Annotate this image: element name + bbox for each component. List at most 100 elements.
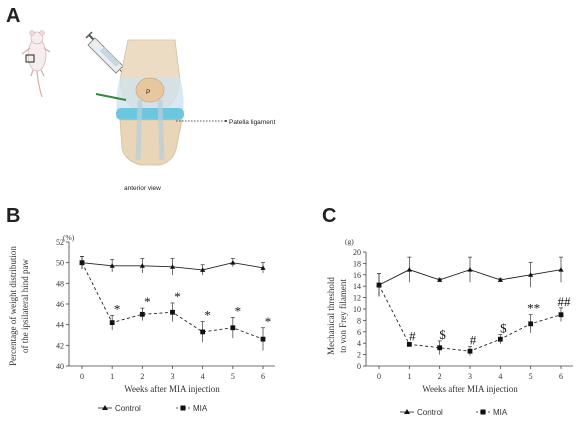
patella-label: P: [146, 89, 150, 96]
mouse-icon: [21, 30, 51, 98]
chart-c-unit: (g): [345, 237, 354, 246]
chart-c-mia-point: [497, 336, 503, 342]
chart-c-y-tick-label: 6: [357, 328, 361, 337]
chart-b-ylabel-line1: Percentage of weight distribution: [8, 246, 18, 366]
chart-b-significance-mark: *: [265, 314, 272, 329]
knee-illustration: P: [95, 39, 184, 166]
view-label: anterior view: [124, 185, 161, 192]
chart-b-y-tick-label: 40: [56, 362, 64, 371]
chart-b-control-point: [260, 265, 266, 270]
panel-letter-c: C: [322, 205, 336, 227]
chart-b-control-point: [169, 264, 176, 269]
chart-b-mia-point: [170, 309, 175, 315]
chart-b-significance-mark: *: [235, 303, 242, 318]
chart-b-legend-control: Control: [115, 404, 141, 413]
chart-c-legend-mia: MIA: [493, 408, 508, 417]
chart-b-control-point: [200, 267, 206, 272]
chart-c-mia-point: [437, 345, 443, 351]
chart-b-y-tick-label: 50: [56, 259, 64, 268]
chart-c-significance-mark: #: [409, 329, 416, 344]
chart-b-y-tick-label: 46: [56, 300, 64, 309]
chart-b-mia-point: [79, 260, 85, 266]
chart-b-mia-point: [200, 329, 206, 335]
chart-b-y-tick-label: 48: [56, 279, 64, 288]
chart-b-significance-mark: *: [114, 301, 121, 316]
chart-c-control-point: [558, 267, 564, 272]
chart-b-unit: (%): [63, 233, 75, 242]
chart-b-control-point: [109, 263, 115, 268]
panel-letter-a: A: [6, 5, 20, 27]
chart-c-control-point: [437, 277, 443, 282]
chart-c-x-tick-label: 2: [438, 372, 442, 381]
chart-b-legend-square: [180, 405, 186, 411]
chart-b-mia-point: [109, 320, 115, 325]
chart-c-y-tick-label: 14: [353, 282, 361, 291]
chart-c-significance-mark: $: [439, 327, 446, 342]
chart-c-significance-mark: $: [500, 321, 507, 336]
chart-b-y-tick-label: 44: [56, 321, 64, 330]
chart-c-y-tick-label: 0: [357, 362, 361, 371]
chart-c-x-tick-label: 3: [468, 372, 472, 381]
chart-b-significance-mark: *: [204, 308, 211, 323]
chart-c-mia-point: [376, 282, 382, 288]
chart-c-y-tick-label: 20: [353, 248, 361, 257]
chart-c-mia-point: [528, 321, 534, 327]
chart-b-mia-point: [260, 336, 266, 342]
chart-c-mia-point: [558, 312, 564, 318]
chart-c-significance-mark: **: [527, 301, 540, 316]
chart-c-legend-control: Control: [417, 408, 443, 417]
chart-c-control-point: [467, 267, 473, 272]
patella-ligament-label: Patella ligament: [229, 119, 275, 126]
chart-b-x-tick-label: 5: [231, 372, 235, 381]
chart-b-legend-mia: MIA: [193, 404, 208, 413]
chart-c-y-tick-label: 4: [357, 339, 361, 348]
chart-b-y-tick-label: 52: [56, 238, 64, 247]
chart-b-x-tick-label: 3: [171, 372, 175, 381]
chart-c-x-tick-label: 5: [529, 372, 533, 381]
chart-c-mia-point: [467, 348, 473, 354]
chart-c-y-tick-label: 18: [353, 259, 361, 268]
chart-c-x-tick-label: 0: [377, 372, 381, 381]
chart-c-ylabel-line2: to von Frey filament: [338, 279, 348, 353]
chart-b-x-tick-label: 4: [201, 372, 205, 381]
chart-b-legend-triangle: [102, 405, 108, 410]
chart-c-legend-square: [480, 409, 486, 415]
chart-b-x-tick-label: 6: [261, 372, 265, 381]
chart-c-y-tick-label: 2: [357, 351, 361, 360]
chart-c-x-tick-label: 6: [559, 372, 563, 381]
chart-c-legend: Control MIA: [400, 408, 508, 417]
chart-b: (%) Percentage of weight distribution of…: [8, 233, 275, 413]
chart-c-mia-point: [406, 341, 412, 347]
chart-b-x-tick-label: 1: [110, 372, 114, 381]
chart-c-xlabel: Weeks after MIA injection: [422, 384, 518, 394]
chart-c-control-point: [528, 272, 534, 277]
chart-b-control-point: [230, 260, 236, 265]
chart-b-mia-point: [230, 325, 236, 331]
chart-c-control-point: [406, 267, 412, 272]
chart-c-legend-triangle: [404, 409, 410, 414]
chart-c-significance-mark: ##: [558, 294, 572, 309]
chart-b-legend: Control MIA: [98, 404, 208, 413]
chart-c: (g) Mechanical threshold to von Frey fil…: [326, 237, 573, 417]
chart-c-x-tick-label: 4: [498, 372, 502, 381]
illustration: P Patella ligament anterior view: [21, 30, 275, 192]
chart-c-ylabel-line1: Mechanical threshold: [326, 277, 336, 355]
chart-b-xlabel: Weeks after MIA injection: [124, 384, 220, 394]
chart-c-y-tick-label: 16: [353, 271, 361, 280]
chart-b-x-tick-label: 2: [140, 372, 144, 381]
panel-letter-b: B: [6, 205, 20, 227]
chart-b-control-point: [139, 263, 145, 268]
chart-b-mia-point: [139, 311, 145, 317]
chart-b-y-tick-label: 42: [56, 341, 64, 350]
chart-b-ylabel-line2: of the ipsilateral hind paw: [20, 259, 30, 353]
chart-b-significance-mark: *: [174, 289, 181, 304]
chart-c-y-tick-label: 10: [353, 305, 361, 314]
chart-c-y-tick-label: 8: [357, 316, 361, 325]
chart-c-x-tick-label: 1: [407, 372, 411, 381]
chart-c-control-point: [497, 277, 503, 282]
chart-b-x-tick-label: 0: [80, 372, 84, 381]
chart-c-significance-mark: #: [470, 333, 477, 348]
chart-c-y-tick-label: 12: [353, 294, 361, 303]
chart-b-significance-mark: *: [144, 294, 151, 309]
